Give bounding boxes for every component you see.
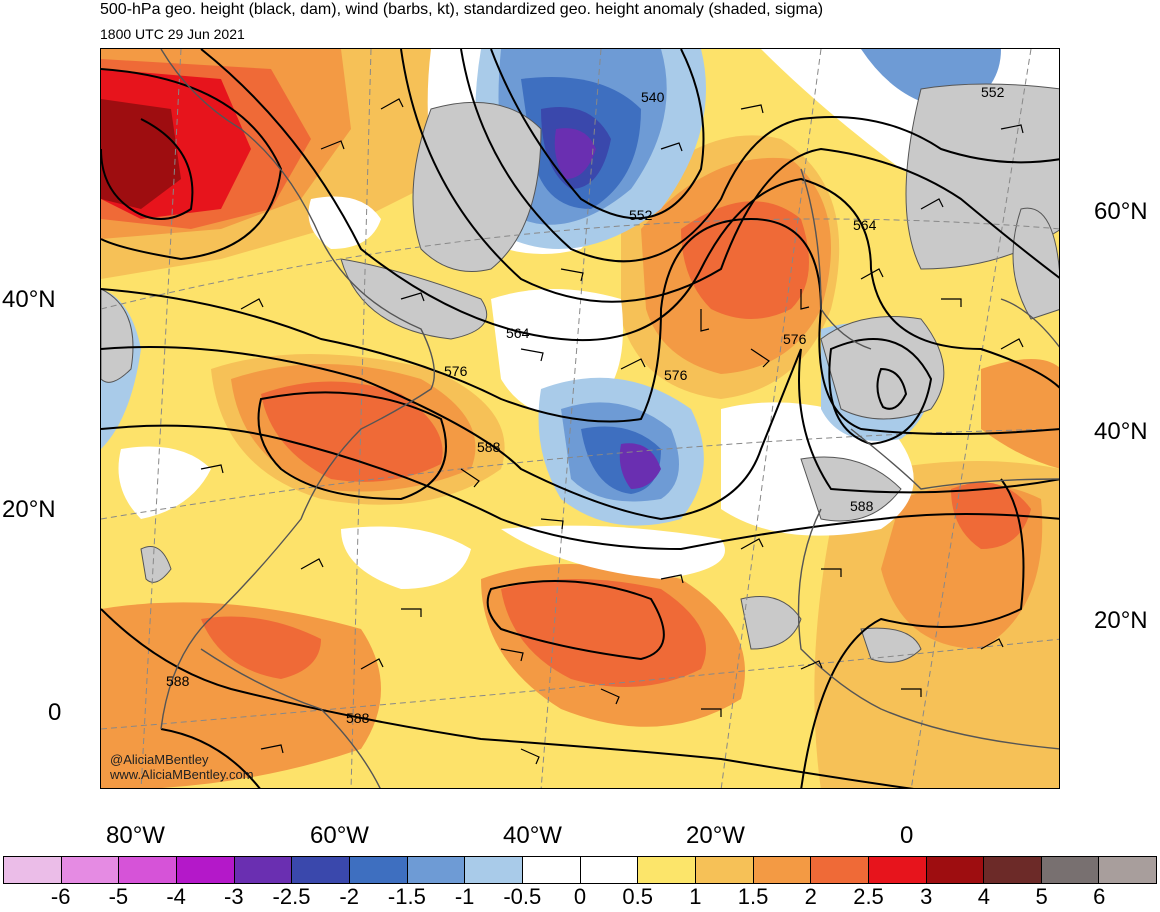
colorbar-label: -6	[50, 884, 71, 909]
colorbar-swatch	[60, 856, 120, 884]
lon-label-80w: 80°W	[106, 822, 165, 849]
chart-title: 500-hPa geo. height (black, dam), wind (…	[100, 1, 824, 18]
colorbar-swatch	[637, 856, 696, 884]
colorbar-label: 1.5	[737, 884, 769, 909]
colorbar-swatch	[118, 856, 177, 884]
colorbar-label: -0.5	[503, 884, 542, 909]
contour-label: 540	[641, 89, 665, 105]
colorbar-swatch	[521, 856, 581, 884]
contour-label: 564	[506, 325, 530, 341]
colorbar-label: -2.5	[272, 884, 311, 909]
colorbar-swatch	[810, 856, 869, 884]
colorbar-label: 1	[689, 884, 702, 909]
wind-barbs	[200, 98, 1024, 765]
colorbar-swatch	[983, 856, 1042, 884]
colorbar-swatch	[175, 856, 235, 884]
colorbar-label: 3	[920, 884, 933, 909]
colorbar-swatch	[1040, 856, 1100, 884]
colorbar-label: -1	[454, 884, 475, 909]
weather-map: 540 552 552 564 564 576 576 576 588 588 588 588	[100, 48, 1060, 789]
contour-label: 552	[629, 207, 653, 223]
lat-label-left-40n: 40°N	[2, 286, 56, 313]
contour-label: 588	[166, 673, 190, 689]
colorbar-label: -5	[108, 884, 129, 909]
colorbar-swatch	[406, 856, 466, 884]
lat-label-right-20n: 20°N	[1094, 607, 1148, 634]
credit-handle: @AliciaMBentley	[110, 752, 209, 767]
colorbar-label: 5	[1035, 884, 1048, 909]
colorbar	[3, 856, 1158, 884]
coastlines	[160, 49, 1059, 788]
colorbar-label: 4	[977, 884, 991, 909]
colorbar-label: -3	[224, 884, 244, 909]
colorbar-swatch	[925, 856, 985, 884]
colorbar-label: 2.5	[853, 884, 884, 909]
colorbar-label: 2	[804, 884, 817, 909]
contour-label: 564	[853, 217, 877, 233]
credit-site: www.AliciaMBentley.com	[110, 767, 254, 782]
colorbar-swatch	[867, 856, 927, 884]
anomaly-shading	[101, 49, 1059, 788]
contour-label: 552	[981, 84, 1005, 100]
lat-label-right-60n: 60°N	[1094, 198, 1148, 225]
contour-label: 588	[477, 439, 501, 455]
colorbar-swatch	[752, 856, 812, 884]
contour-label: 576	[444, 363, 468, 379]
contour-label: 588	[850, 498, 874, 514]
lon-label-20w: 20°W	[686, 822, 745, 849]
colorbar-swatch	[348, 856, 408, 884]
colorbar-swatch	[694, 856, 754, 884]
colorbar-label: -2	[339, 884, 359, 909]
colorbar-swatch	[3, 856, 62, 884]
colorbar-swatch	[1098, 856, 1158, 884]
colorbar-swatch	[233, 856, 293, 884]
lat-label-left-20n: 20°N	[2, 496, 56, 523]
contour-label: 576	[664, 367, 688, 383]
colorbar-label: 0.5	[622, 884, 653, 909]
valid-time: 1800 UTC 29 Jun 2021	[100, 26, 245, 42]
contour-label: 588	[346, 710, 370, 726]
lat-label-right-40n: 40°N	[1094, 418, 1148, 445]
colorbar-label: 0	[573, 884, 587, 909]
contour-labels: 540 552 552 564 564 576 576 576 588 588 588 588	[166, 84, 1005, 726]
colorbar-swatch	[291, 856, 350, 884]
colorbar-label: 6	[1093, 884, 1106, 909]
colorbar-swatch	[464, 856, 523, 884]
contour-label: 576	[783, 331, 807, 347]
lat-label-left-0: 0	[48, 699, 62, 726]
colorbar-swatch	[579, 856, 639, 884]
lon-label-0: 0	[900, 822, 914, 849]
colorbar-label: -4	[166, 884, 186, 909]
lon-label-40w: 40°W	[503, 822, 562, 849]
height-contours	[101, 49, 1059, 788]
lon-label-60w: 60°W	[310, 822, 369, 849]
colorbar-label: -1.5	[387, 884, 426, 909]
